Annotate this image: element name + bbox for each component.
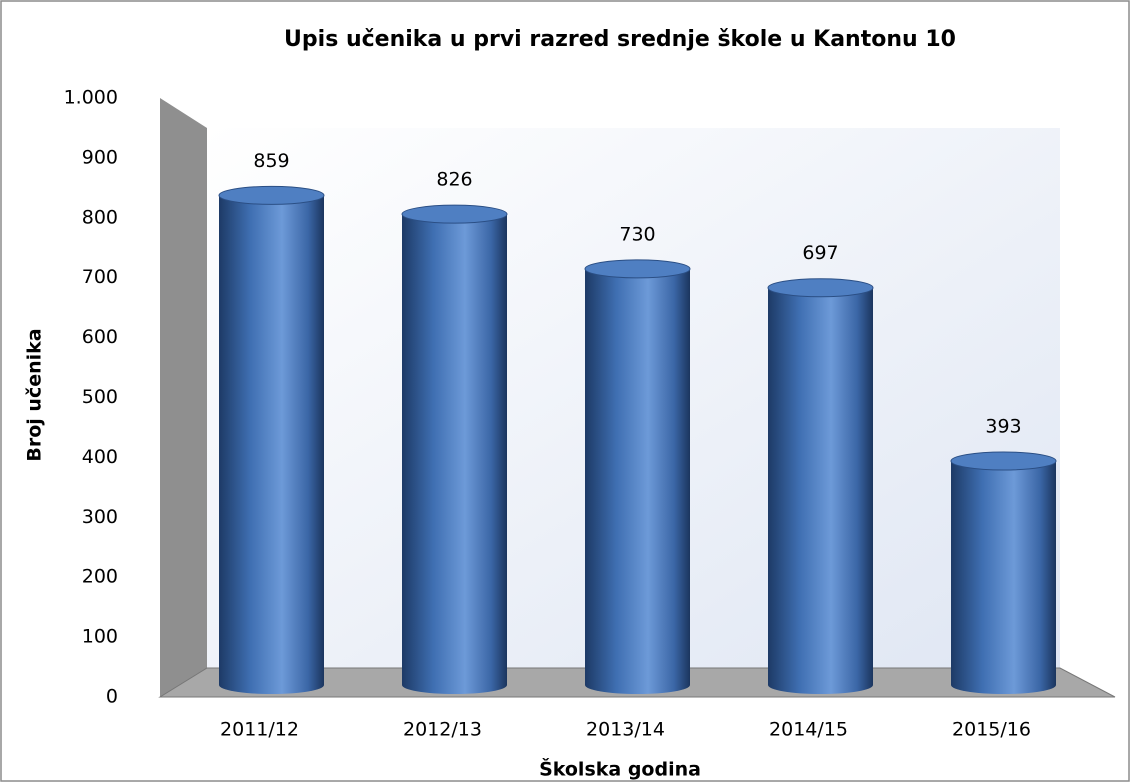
side-wall: [160, 98, 207, 697]
bar-top: [767, 278, 874, 298]
y-tick-label: 800: [82, 206, 118, 228]
data-label: 826: [436, 169, 472, 191]
data-label: 730: [619, 223, 655, 245]
bar: [951, 451, 1056, 694]
bar: [585, 259, 690, 694]
y-tick-label: 300: [82, 506, 118, 528]
bar-top: [218, 185, 325, 205]
x-axis-label: Školska godina: [539, 757, 701, 781]
y-tick-label: 200: [82, 566, 118, 588]
chart-title: Upis učenika u prvi razred srednje škole…: [284, 27, 956, 52]
data-label: 697: [802, 242, 838, 264]
y-tick-label: 500: [82, 386, 118, 408]
bar-top: [584, 259, 691, 279]
bar: [219, 186, 324, 694]
bar: [402, 205, 507, 694]
y-tick-label: 400: [82, 446, 118, 468]
x-tick-label: 2012/13: [403, 719, 482, 741]
x-tick-label: 2013/14: [586, 719, 665, 741]
y-tick-label: 1.000: [64, 87, 118, 109]
bar-top: [950, 451, 1057, 471]
y-axis-label: Broj učenika: [24, 328, 46, 461]
data-label: 859: [253, 150, 289, 172]
y-tick-label: 100: [82, 626, 118, 648]
y-tick-label: 900: [82, 146, 118, 168]
y-tick-label: 600: [82, 326, 118, 348]
x-tick-label: 2014/15: [769, 719, 848, 741]
bar-top: [401, 204, 508, 224]
data-label: 393: [985, 415, 1021, 437]
y-tick-label: 700: [82, 266, 118, 288]
y-tick-label: 0: [106, 686, 118, 708]
bar: [768, 278, 873, 694]
x-tick-label: 2015/16: [952, 719, 1031, 741]
x-tick-label: 2011/12: [220, 719, 299, 741]
